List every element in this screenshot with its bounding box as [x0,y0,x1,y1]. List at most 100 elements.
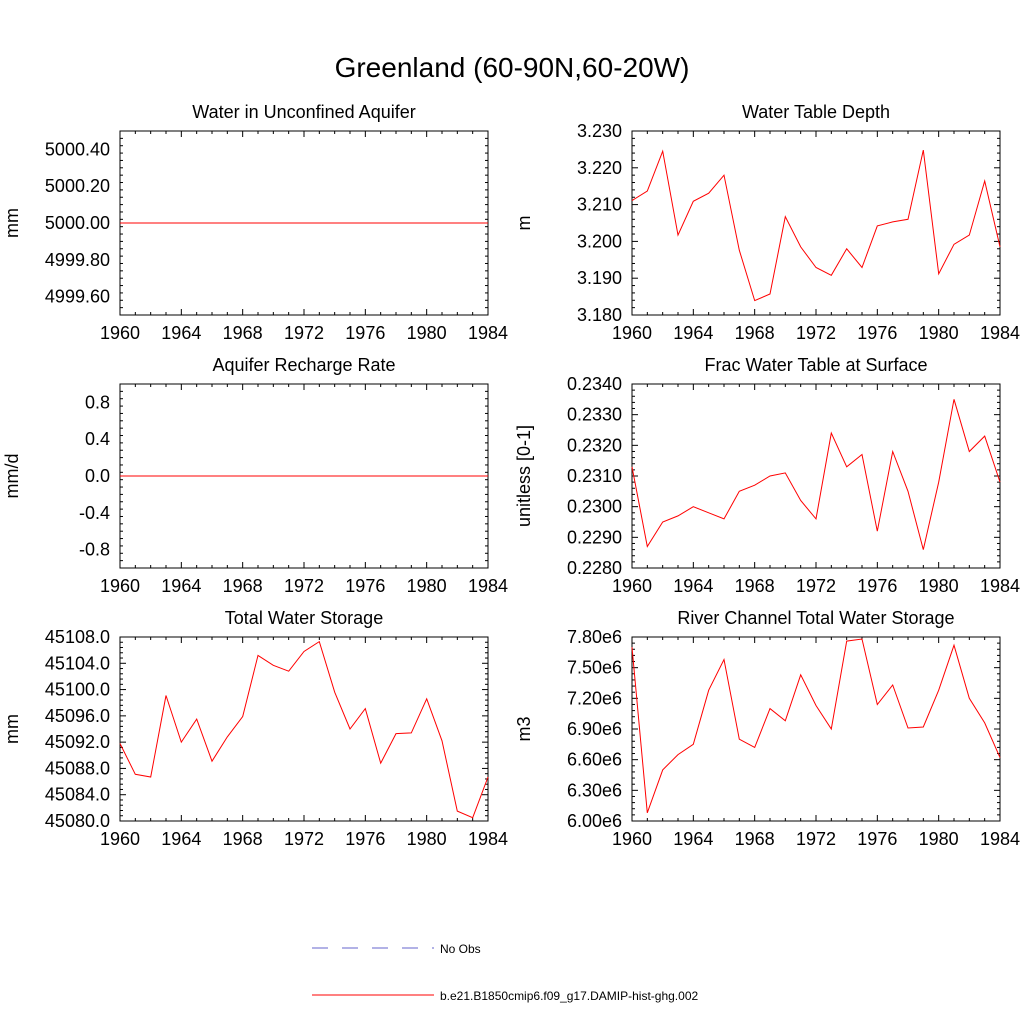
x-tick-label: 1980 [407,323,447,343]
y-tick-label: 3.220 [577,158,622,178]
y-tick-label: 0.4 [85,429,110,449]
x-tick-label: 1976 [857,323,897,343]
legend: No Obs b.e21.B1850cmip6.f09_g17.DAMIP-his… [312,942,698,1003]
y-tick-label: 0.8 [85,392,110,412]
x-tick-label: 1968 [735,829,775,849]
x-tick-label: 1984 [980,323,1020,343]
y-tick-label: 0.2340 [567,374,622,394]
y-tick-label: 7.50e6 [567,658,622,678]
x-tick-label: 1968 [735,576,775,596]
y-tick-label: 45104.0 [45,653,110,673]
series-line [631,399,1001,550]
x-tick-label: 1964 [673,323,713,343]
x-tick-label: 1972 [796,576,836,596]
y-tick-label: 3.210 [577,195,622,215]
y-tick-label: -0.4 [79,503,110,523]
y-tick-label: 4999.60 [45,287,110,307]
y-tick-label: 7.20e6 [567,688,622,708]
x-tick-label: 1976 [857,576,897,596]
y-tick-label: 4999.80 [45,250,110,270]
y-axis-label: unitless [0-1] [514,425,534,527]
y-tick-label: 45092.0 [45,732,110,752]
y-tick-label: 0.2300 [567,497,622,517]
panel-title: Water Table Depth [742,102,890,122]
x-tick-label: 1976 [345,576,385,596]
x-tick-label: 1984 [468,829,508,849]
y-axis-label: mm/d [2,454,22,499]
plot-frame [631,383,1001,569]
x-tick-label: 1960 [100,323,140,343]
x-tick-label: 1964 [161,323,201,343]
x-tick-label: 1976 [857,829,897,849]
y-tick-label: 6.30e6 [567,780,622,800]
x-tick-label: 1968 [735,323,775,343]
panel-title: Frac Water Table at Surface [704,355,927,375]
plot-frame [631,636,1001,822]
y-axis-label: mm [2,208,22,238]
series-line [119,640,489,819]
figure-title: Greenland (60-90N,60-20W) [334,52,690,83]
y-tick-label: 3.230 [577,121,622,141]
y-tick-label: 6.00e6 [567,811,622,831]
y-tick-label: 5000.40 [45,139,110,159]
x-tick-label: 1964 [673,576,713,596]
x-tick-label: 1980 [919,829,959,849]
y-tick-label: 45108.0 [45,627,110,647]
y-tick-label: 0.2320 [567,435,622,455]
y-tick-label: 0.2290 [567,527,622,547]
y-tick-label: 45100.0 [45,680,110,700]
x-tick-label: 1976 [345,323,385,343]
panel-title: River Channel Total Water Storage [677,608,954,628]
x-tick-label: 1960 [612,829,652,849]
y-tick-label: 5000.00 [45,213,110,233]
x-tick-label: 1968 [223,323,263,343]
x-tick-label: 1980 [919,323,959,343]
y-tick-label: 3.180 [577,305,622,325]
panel-3: Aquifer Recharge Rate mm/d 1960 1964 1968 197… [2,355,508,596]
x-tick-label: 1964 [161,829,201,849]
x-tick-label: 1972 [284,829,324,849]
x-tick-label: 1968 [223,576,263,596]
y-tick-label: 45096.0 [45,706,110,726]
series-line [631,149,1001,302]
y-tick-label: 0.2310 [567,466,622,486]
plot-frame [631,130,1001,316]
panel-2: Water Table Depth m 1960 1964 1968 1972 1976 19… [514,102,1020,343]
y-tick-label: 3.190 [577,268,622,288]
x-tick-label: 1968 [223,829,263,849]
x-tick-label: 1960 [612,323,652,343]
x-tick-label: 1960 [612,576,652,596]
x-tick-label: 1960 [100,576,140,596]
panel-title: Water in Unconfined Aquifer [192,102,415,122]
y-tick-label: 0.2280 [567,558,622,578]
y-tick-label: 7.80e6 [567,627,622,647]
legend-obs-label: No Obs [440,942,481,956]
y-axis-label: mm [2,714,22,744]
y-tick-label: 0.2330 [567,405,622,425]
x-tick-label: 1980 [407,829,447,849]
y-tick-label: -0.8 [79,540,110,560]
y-tick-label: 6.90e6 [567,719,622,739]
y-tick-label: 3.200 [577,231,622,251]
y-tick-label: 6.60e6 [567,750,622,770]
y-tick-label: 0.0 [85,466,110,486]
series-line [631,638,1001,813]
legend-model-label: b.e21.B1850cmip6.f09_g17.DAMIP-hist-ghg.… [440,989,698,1003]
x-tick-label: 1964 [673,829,713,849]
x-tick-label: 1972 [284,323,324,343]
y-tick-label: 45084.0 [45,785,110,805]
x-tick-label: 1972 [284,576,324,596]
x-tick-label: 1980 [919,576,959,596]
x-tick-label: 1984 [468,323,508,343]
x-tick-label: 1964 [161,576,201,596]
panel-1: Water in Unconfined Aquifer mm 1960 1964 196… [2,102,508,343]
x-tick-label: 1980 [407,576,447,596]
x-tick-label: 1972 [796,323,836,343]
y-tick-label: 45080.0 [45,811,110,831]
y-tick-label: 45088.0 [45,758,110,778]
y-tick-label: 5000.20 [45,176,110,196]
plot-frame [119,636,489,822]
panel-title: Total Water Storage [225,608,383,628]
panel-4: Frac Water Table at Surface unitless [0-1… [514,355,1020,596]
